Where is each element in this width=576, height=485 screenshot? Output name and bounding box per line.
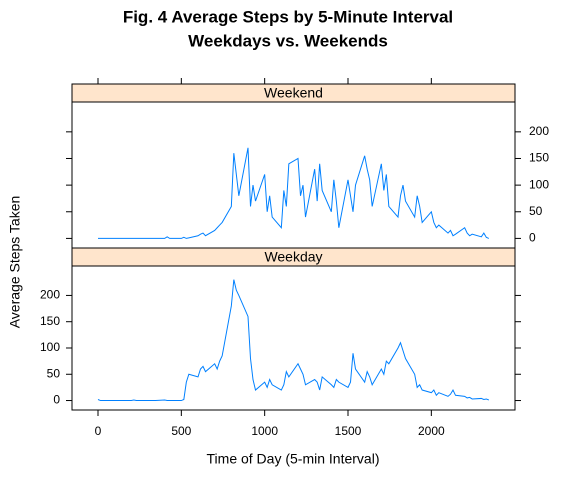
x-tick-label: 1000 xyxy=(251,424,278,438)
line xyxy=(98,147,490,239)
line xyxy=(97,279,490,402)
y-tick-label: 150 xyxy=(529,151,549,165)
y-axis-label: Average Steps Taken xyxy=(7,196,23,329)
panel xyxy=(71,265,516,411)
x-tick-label: 2000 xyxy=(418,424,445,438)
x-tick-label: 0 xyxy=(95,424,102,438)
y-tick-label: 200 xyxy=(40,288,60,302)
x-tick-label: 1500 xyxy=(335,424,362,438)
y-tick-label: 0 xyxy=(53,393,60,407)
y-tick-label: 0 xyxy=(529,231,536,245)
chart-title: Weekdays vs. Weekends xyxy=(188,31,388,50)
y-tick-label: 50 xyxy=(529,204,543,218)
y-tick-label: 100 xyxy=(529,177,549,191)
panel xyxy=(71,101,516,249)
x-tick-label: 500 xyxy=(171,424,191,438)
chart-title: Fig. 4 Average Steps by 5-Minute Interva… xyxy=(123,7,453,26)
y-tick-label: 50 xyxy=(47,366,61,380)
y-tick-label: 100 xyxy=(40,340,60,354)
x-axis-label: Time of Day (5-min Interval) xyxy=(207,451,380,467)
strip-label: Weekend xyxy=(264,85,323,101)
y-tick-label: 150 xyxy=(40,314,60,328)
y-tick-label: 200 xyxy=(529,124,549,138)
strip-label: Weekday xyxy=(264,249,322,265)
